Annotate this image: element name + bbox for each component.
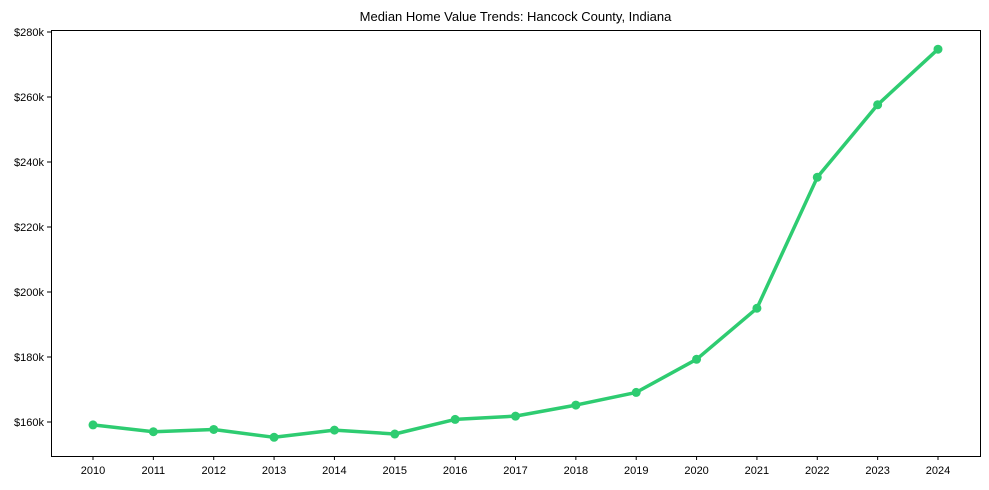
data-point-marker [571, 400, 581, 410]
data-point-marker [209, 424, 219, 434]
x-tick-label: 2018 [564, 465, 588, 477]
x-tick-label: 2010 [81, 465, 105, 477]
data-point-marker [692, 354, 702, 364]
y-tick-label: $180k [14, 352, 44, 364]
plot-frame [51, 30, 981, 457]
x-tick-label: 2022 [805, 465, 829, 477]
data-point-marker [390, 429, 400, 439]
y-tick-label: $160k [14, 417, 44, 429]
chart-title: Median Home Value Trends: Hancock County… [360, 9, 672, 24]
data-point-marker [269, 432, 279, 442]
x-tick-label: 2021 [745, 465, 769, 477]
y-tick-label: $260k [14, 92, 44, 104]
x-tick-label: 2015 [383, 465, 407, 477]
y-tick-label: $200k [14, 287, 44, 299]
x-tick-label: 2013 [262, 465, 286, 477]
data-series [88, 44, 943, 442]
data-point-marker [148, 427, 158, 437]
y-tick-label: $240k [14, 157, 44, 169]
x-tick-label: 2014 [322, 465, 346, 477]
x-tick-label: 2020 [684, 465, 708, 477]
x-tick-label: 2017 [503, 465, 527, 477]
x-tick-label: 2016 [443, 465, 467, 477]
data-point-marker [329, 425, 339, 435]
x-axis: 2010 2011 2012 2013 2014 2015 2016 2017 2018 2019… [81, 456, 950, 477]
data-point-marker [752, 303, 762, 313]
data-point-marker [511, 411, 520, 421]
x-tick-label: 2012 [201, 465, 225, 477]
y-tick-label: $280k [14, 27, 44, 39]
data-point-marker [631, 387, 641, 397]
y-axis: $160k $180k $200k $220k $240k $260k $280k [14, 27, 51, 429]
data-point-marker [873, 100, 883, 110]
data-point-marker [450, 414, 460, 424]
data-point-marker [933, 44, 943, 54]
x-tick-label: 2011 [142, 465, 166, 477]
series-line [91, 47, 940, 440]
data-point-marker [812, 172, 822, 182]
x-tick-label: 2023 [865, 465, 889, 477]
data-point-marker [88, 420, 98, 430]
y-tick-label: $220k [14, 222, 44, 234]
x-tick-label: 2024 [926, 465, 950, 477]
x-tick-label: 2019 [624, 465, 648, 477]
